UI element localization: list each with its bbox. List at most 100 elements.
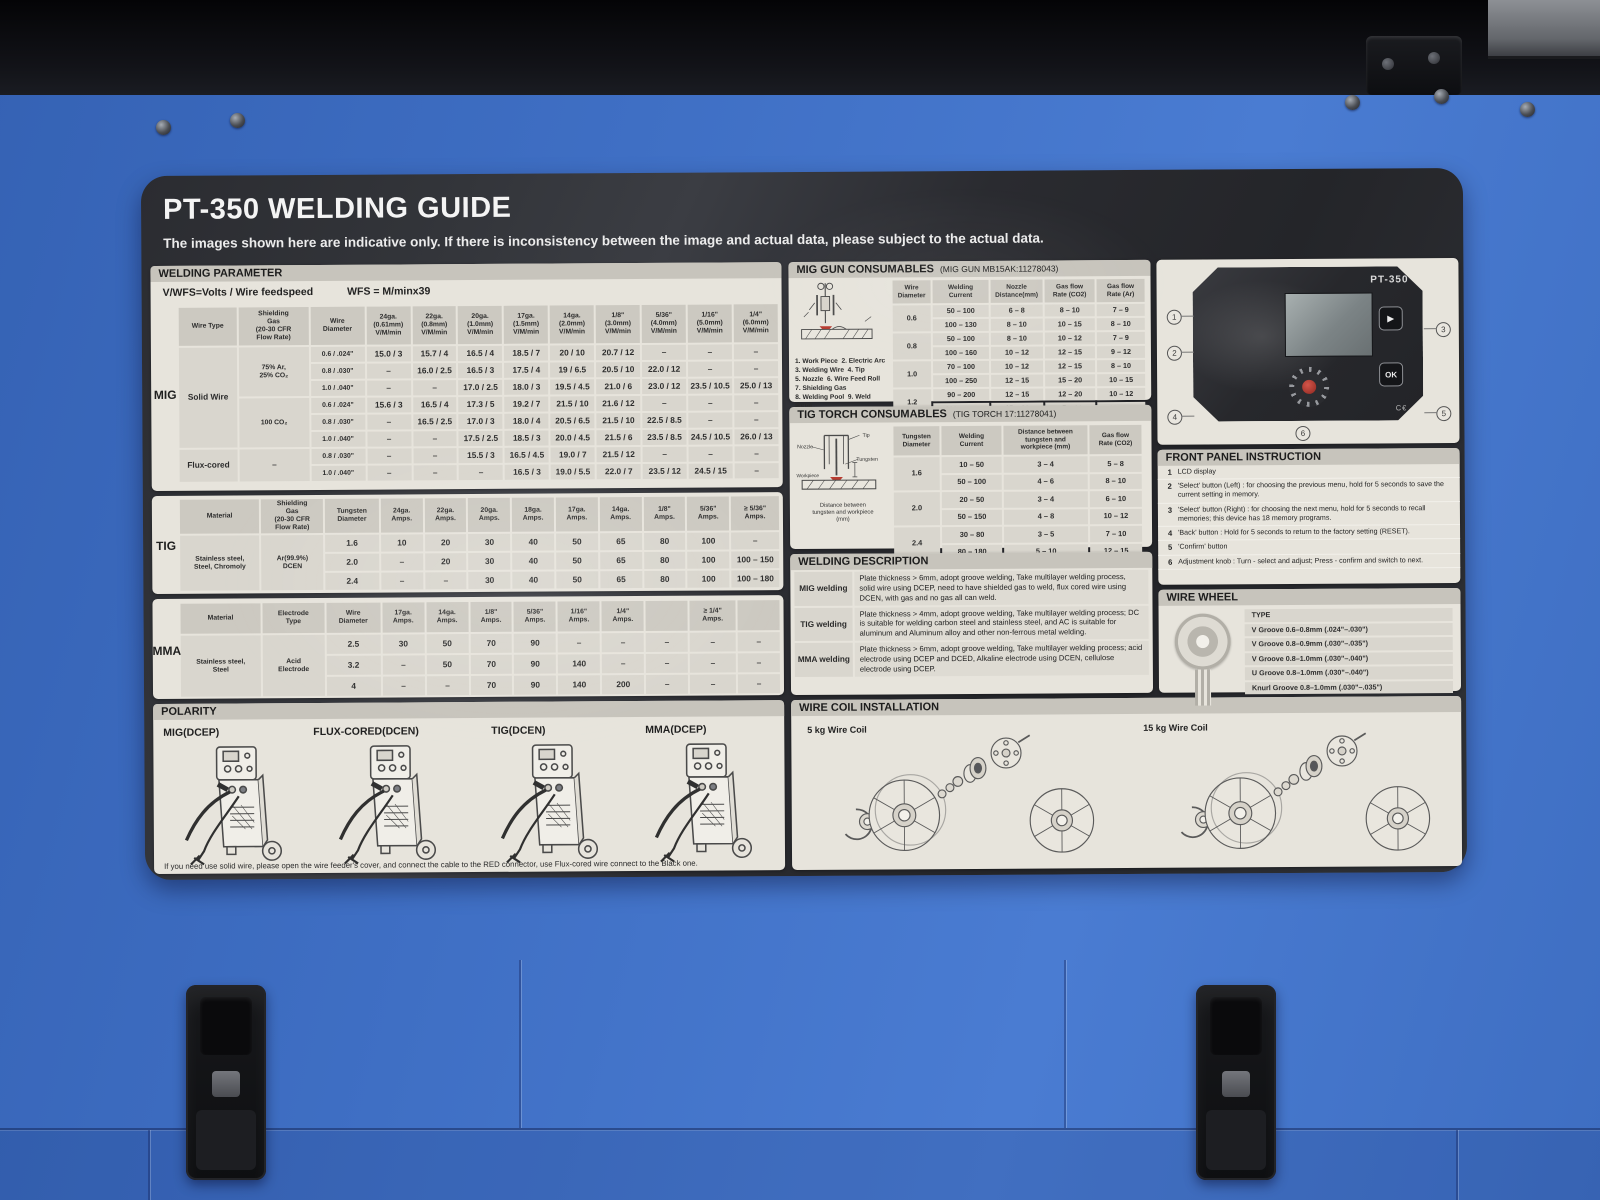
table-cell: 100 – 150 — [731, 551, 780, 569]
wire-wheel-type: Knurl Groove 0.8–1.0mm (.030"–.035") — [1244, 680, 1454, 695]
table-cell: 100 — [687, 551, 730, 569]
callout-4: 4 — [1167, 409, 1183, 425]
table-header-cell: 14ga. Amps. — [426, 602, 469, 633]
polarity-label-mma: MMA(DCEP) — [645, 723, 707, 736]
table-cell: 8 – 10 — [1096, 317, 1145, 331]
table-cell: 50 — [426, 634, 469, 654]
table-cell: – — [689, 632, 736, 652]
table-cell: 1.0 / .040" — [311, 465, 366, 482]
table-cell: 3.2 — [326, 655, 381, 675]
table-header-cell: Tungsten Diameter — [324, 498, 379, 533]
table-cell: 18.0 / 4 — [504, 413, 549, 429]
table-header-cell: Material — [180, 603, 261, 634]
front-panel-image: PT-350 ▶ OK C€ 1 2 3 4 5 6 — [1156, 257, 1460, 445]
table-cell: 140 — [558, 654, 601, 674]
table-cell: – — [733, 361, 779, 377]
welding-parameter-panel: WELDING PARAMETER V/WFS=Volts / Wire fee… — [150, 262, 783, 491]
table-cell: 21.0 / 6 — [596, 378, 641, 395]
table-cell: 16.5 / 3 — [458, 362, 503, 379]
table-cell: – — [688, 446, 733, 462]
table-cell: 0.6 / .024" — [310, 397, 365, 414]
table-cell: – — [558, 633, 601, 653]
table-header-cell: 14ga. (2.0mm) V/M/min — [549, 305, 595, 344]
table-cell: 70 — [470, 675, 513, 696]
select-right-button[interactable]: ▶ — [1379, 306, 1403, 330]
table-cell: 50 — [556, 571, 599, 589]
screw — [1345, 95, 1360, 110]
welder-diagram-fluxcored — [321, 740, 462, 867]
table-header-cell: 5/36" Amps. — [687, 496, 730, 531]
welder-diagram-mig — [167, 741, 308, 868]
table-header-cell: 1/8" Amps. — [470, 601, 513, 633]
callout-2: 2 — [1166, 345, 1183, 361]
table-cell: 5 – 8 — [1089, 455, 1142, 472]
mig-gun-legend: 5. Nozzle 6. Wire Feed Roll — [795, 375, 881, 383]
machine-top-edge — [0, 0, 1600, 95]
mig-gun-legend: 1. Work Piece 2. Electric Arc — [794, 357, 886, 366]
table-header-cell: ≥ 1/4" Amps. — [689, 600, 736, 631]
description-text: Plate thickness > 6mm, adopt groove weld… — [854, 569, 1149, 606]
description-row: MIG welding Plate thickness > 6mm, adopt… — [794, 569, 1149, 606]
table-header-cell: Gas flow Rate (Ar) — [1096, 278, 1145, 303]
table-cell: 65 — [600, 570, 643, 589]
table-cell: 19.0 / 7 — [550, 447, 595, 463]
adjustment-knob[interactable] — [1289, 367, 1329, 407]
table-cell: 30 — [468, 571, 511, 590]
latch-left[interactable] — [186, 985, 266, 1180]
table-cell: – — [413, 448, 458, 464]
panel-seam — [1064, 960, 1066, 1128]
table-cell: 22.5 / 8.5 — [642, 412, 687, 428]
table-header-cell: 5/36" Amps. — [513, 601, 557, 632]
table-header-cell: Electrode Type — [262, 602, 325, 634]
table-cell: – — [645, 632, 688, 652]
table-cell: – — [426, 676, 469, 696]
table-cell: – — [459, 464, 504, 481]
description-label: MIG welding — [794, 571, 853, 606]
tig-diagram-caption: Distance between tungsten and workpiece … — [812, 502, 874, 524]
table-header-cell: Welding Current — [932, 279, 989, 304]
screw — [1434, 89, 1449, 104]
polarity-label-tig: TIG(DCEN) — [491, 724, 546, 737]
table-cell: 12 – 15 — [1044, 346, 1095, 359]
table-cell: – — [366, 363, 411, 379]
table-cell: 15.0 / 3 — [366, 346, 411, 362]
coil-diagram-15kg — [1135, 730, 1456, 864]
table-cell: 16.5 / 2.5 — [412, 414, 457, 430]
welder-diagram-mma — [637, 738, 778, 865]
table-header-cell: 1/16" Amps. — [557, 601, 600, 632]
table-cell: 18.5 / 3 — [504, 430, 549, 446]
table-cell: 16.5 / 4 — [458, 345, 503, 362]
description-label: TIG welding — [794, 607, 853, 642]
table-cell: 2.4 — [325, 572, 380, 590]
table-cell: – — [412, 431, 457, 447]
callout-6: 6 — [1295, 425, 1311, 441]
table-cell: 6 – 10 — [1089, 490, 1142, 507]
table-cell: 100 — [687, 570, 730, 588]
table-cell: 80 — [643, 532, 686, 550]
table-header-cell: Wire Diameter — [892, 280, 931, 304]
callout-1: 1 — [1166, 309, 1182, 325]
table-cell: 23.5 / 12 — [642, 463, 687, 479]
table-cell: 10 — [380, 534, 423, 552]
table-cell: 23.0 / 12 — [642, 378, 687, 394]
table-cell: – — [642, 344, 687, 360]
device-faceplate: PT-350 ▶ OK C€ — [1192, 266, 1423, 421]
table-cell: 1.6 — [325, 534, 380, 552]
table-cell: 100 — [687, 532, 730, 550]
table-cell: – — [367, 448, 412, 464]
ce-mark: C€ — [1395, 403, 1408, 413]
table-header-cell: 1/8" (3.0mm) V/M/min — [595, 304, 641, 344]
table-cell: 20.0 / 4.5 — [550, 430, 595, 446]
panel-seam — [1456, 1130, 1458, 1200]
table-cell: – — [734, 412, 779, 428]
table-cell: 18.5 / 7 — [504, 345, 549, 361]
callout-5: 5 — [1436, 406, 1452, 422]
table-cell: Ar(99.9%) DCEN — [261, 534, 324, 591]
table-cell: 12 – 20 — [1045, 388, 1096, 401]
latch-right[interactable] — [1196, 985, 1276, 1180]
table-cell: 2.5 — [326, 634, 381, 654]
ok-button[interactable]: OK — [1379, 362, 1403, 386]
wire-coil-header: WIRE COIL INSTALLATION — [791, 695, 1462, 717]
table-header-cell: Gas flow Rate (CO2) — [1089, 424, 1142, 455]
front-panel-instruction: FRONT PANEL INSTRUCTION 1 LCD display 2 … — [1157, 447, 1461, 585]
